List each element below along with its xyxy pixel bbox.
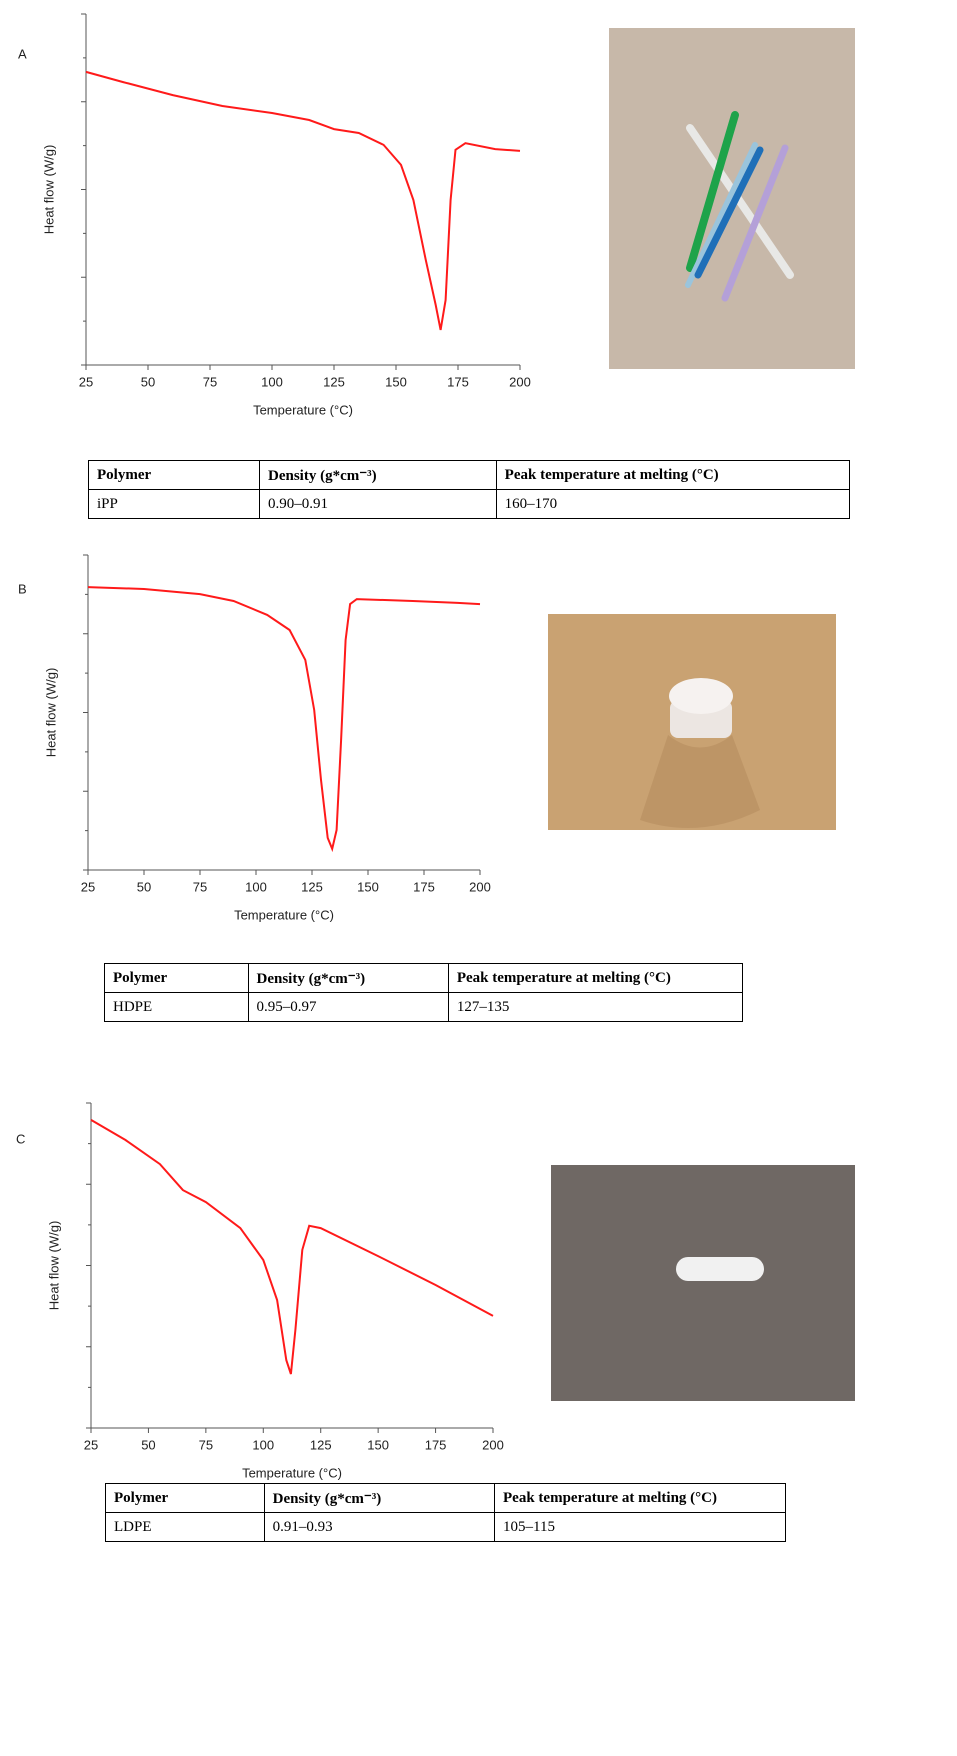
line xyxy=(91,1120,493,1374)
x-tick-label: 75 xyxy=(199,1437,213,1452)
line xyxy=(88,587,480,849)
x-tick-label: 75 xyxy=(193,879,207,894)
y-axis-label: Heat flow (W/g) xyxy=(46,1221,61,1311)
x-tick-label: 200 xyxy=(509,374,531,389)
panel-label: A xyxy=(18,46,27,61)
x-tick-label: 175 xyxy=(447,374,469,389)
column-header: Peak temperature at melting (°C) xyxy=(448,964,742,993)
cell: HDPE xyxy=(105,993,249,1022)
x-tick-label: 150 xyxy=(385,374,407,389)
x-tick-label: 25 xyxy=(84,1437,98,1452)
column-header: Peak temperature at melting (°C) xyxy=(496,461,849,490)
cell: 0.90–0.91 xyxy=(260,490,497,519)
column-header: Density (g*cm⁻³) xyxy=(264,1484,494,1513)
y-axis-label: Heat flow (W/g) xyxy=(41,145,56,235)
page: A 25 50 75 100 125 150 175 200 Temperature (°C) He… xyxy=(0,0,957,1756)
x-tick-label: 200 xyxy=(482,1437,504,1452)
column-header: Polymer xyxy=(105,964,249,993)
x-axis-label: Temperature (°C) xyxy=(234,907,334,922)
cell: LDPE xyxy=(106,1513,265,1542)
x-tick-label: 100 xyxy=(261,374,283,389)
cell: 160–170 xyxy=(496,490,849,519)
column-header: Polymer xyxy=(89,461,260,490)
x-tick-label: 150 xyxy=(357,879,379,894)
x-tick-label: 50 xyxy=(141,374,155,389)
cell: 0.95–0.97 xyxy=(248,993,448,1022)
x-tick-label: 150 xyxy=(367,1437,389,1452)
x-tick-label: 25 xyxy=(81,879,95,894)
cell: iPP xyxy=(89,490,260,519)
x-tick-label: 125 xyxy=(323,374,345,389)
x-tick-label: 50 xyxy=(137,879,151,894)
column-header: Density (g*cm⁻³) xyxy=(248,964,448,993)
x-tick-label: 25 xyxy=(79,374,93,389)
x-tick-label: 50 xyxy=(141,1437,155,1452)
photo-straws xyxy=(609,28,855,369)
panel-label: C xyxy=(16,1131,25,1146)
panel-label: B xyxy=(18,581,27,596)
x-tick-label: 125 xyxy=(310,1437,332,1452)
cell: 0.91–0.93 xyxy=(264,1513,494,1542)
x-tick-label: 100 xyxy=(245,879,267,894)
x-tick-label: 175 xyxy=(413,879,435,894)
column-header: Density (g*cm⁻³) xyxy=(260,461,497,490)
photo-cap xyxy=(548,614,836,830)
x-axis-label: Temperature (°C) xyxy=(242,1465,342,1480)
x-axis-label: Temperature (°C) xyxy=(253,402,353,417)
x-tick-label: 125 xyxy=(301,879,323,894)
x-tick-label: 100 xyxy=(252,1437,274,1452)
column-header: Polymer xyxy=(106,1484,265,1513)
column-header: Peak temperature at melting (°C) xyxy=(495,1484,786,1513)
y-axis-label: Heat flow (W/g) xyxy=(43,668,58,758)
x-tick-label: 175 xyxy=(425,1437,447,1452)
cell: 105–115 xyxy=(495,1513,786,1542)
cell: 127–135 xyxy=(448,993,742,1022)
line xyxy=(86,72,520,330)
photo-rod xyxy=(551,1165,855,1401)
x-tick-label: 200 xyxy=(469,879,491,894)
x-tick-label: 75 xyxy=(203,374,217,389)
